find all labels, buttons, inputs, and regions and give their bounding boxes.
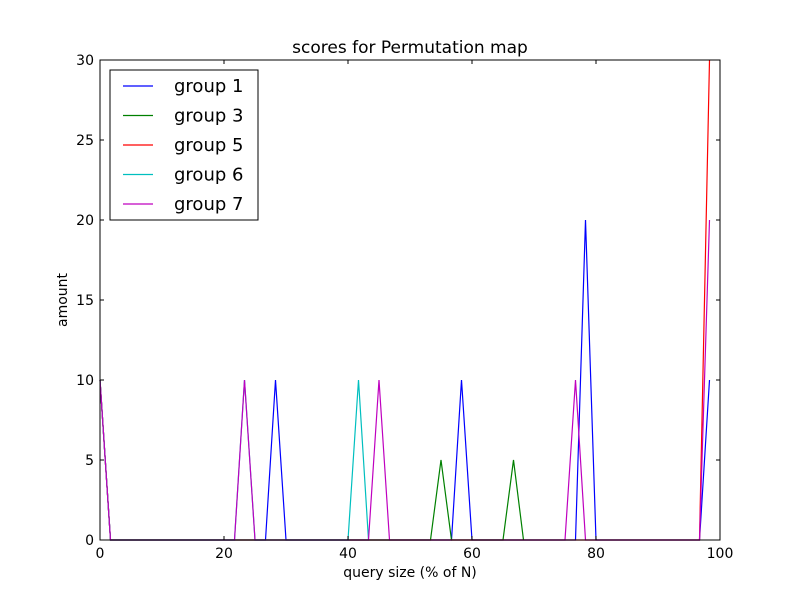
legend-label-group-2: group 3 — [174, 106, 243, 127]
chart-title: scores for Permutation map — [292, 38, 528, 58]
y-tick-label: 25 — [76, 133, 94, 149]
legend-label-group-4: group 6 — [174, 165, 243, 186]
x-tick-label: 80 — [587, 546, 605, 562]
y-tick-label: 15 — [76, 293, 94, 309]
series-line-group-5 — [99, 219, 711, 541]
series-line-group-4 — [99, 379, 370, 541]
y-axis-label: amount — [55, 272, 71, 327]
x-tick-label: 20 — [215, 546, 233, 562]
y-tick-label: 10 — [76, 373, 94, 389]
legend-label-group-1: group 1 — [174, 76, 243, 97]
y-tick-label: 20 — [76, 213, 94, 229]
ticks: 0 20 40 60 80 100 0 5 10 15 20 25 30 — [76, 53, 733, 562]
x-tick-label: 100 — [707, 546, 734, 562]
legend-label-group-5: group 7 — [174, 194, 243, 215]
x-tick-label: 40 — [339, 546, 357, 562]
y-tick-label: 0 — [85, 533, 94, 549]
x-axis-label: query size (% of N) — [343, 565, 477, 581]
y-tick-label: 5 — [85, 453, 94, 469]
legend-label-group-3: group 5 — [174, 135, 243, 156]
x-tick-label: 60 — [463, 546, 481, 562]
legend: group 1 group 3 group 5 group 6 group 7 — [109, 69, 259, 221]
series-line-group-1 — [99, 219, 711, 541]
y-tick-label: 30 — [76, 53, 94, 69]
x-tick-label: 0 — [96, 546, 105, 562]
